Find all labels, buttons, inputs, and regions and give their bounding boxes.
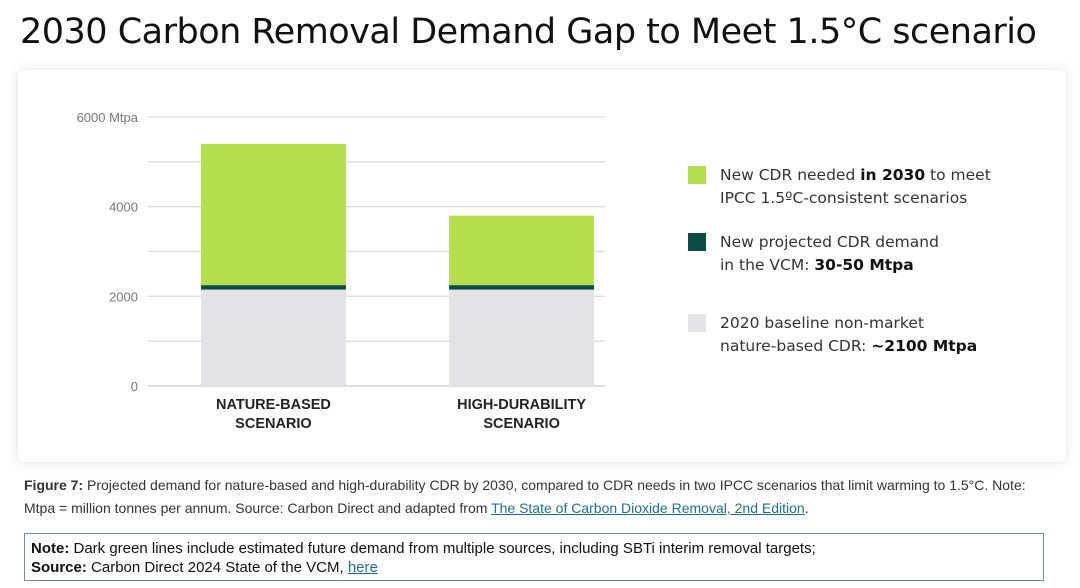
- y-tick-label: 4000: [109, 200, 138, 215]
- y-tick-label: 6000 Mtpa: [77, 110, 139, 125]
- x-tick-label: SCENARIO: [235, 416, 312, 432]
- y-tick-label: 0: [131, 379, 138, 394]
- stacked-bar-chart: 0 2000 4000 6000 Mtpa NATURE-BASED SCENARIO HI…: [77, 110, 605, 432]
- bar-segment-new-cdr-needed: [200, 143, 346, 286]
- bar-segment-vcm-demand: [200, 285, 346, 290]
- caption-source-link[interactable]: The State of Carbon Dioxide Removal, 2nd…: [491, 500, 805, 516]
- legend-item-projected-vcm-demand: New projected CDR demand in the VCM: 30-5…: [688, 231, 1020, 277]
- bar-segment-baseline: [200, 289, 346, 386]
- page-title: 2030 Carbon Removal Demand Gap to Meet 1…: [20, 12, 1037, 52]
- legend-item-new-cdr-needed: New CDR needed in 2030 to meet IPCC 1.5ºC…: [688, 164, 1020, 210]
- figure-caption: Figure 7: Projected demand for nature-ba…: [24, 477, 1026, 516]
- chart-card: 0 2000 4000 6000 Mtpa NATURE-BASED SCENARIO HI…: [18, 70, 1066, 462]
- x-tick-label: HIGH-DURABILITY: [457, 397, 586, 413]
- source-here-link[interactable]: here: [347, 559, 378, 576]
- x-tick-label: SCENARIO: [483, 416, 560, 432]
- legend-swatch-projected-vcm-demand: [688, 233, 706, 251]
- y-tick-label: 2000: [109, 289, 138, 304]
- bar-segment-baseline: [449, 289, 595, 386]
- bar-segment-vcm-demand: [449, 285, 595, 290]
- legend-swatch-baseline-cdr: [688, 314, 706, 332]
- legend-swatch-new-cdr-needed: [688, 166, 706, 184]
- bar-segment-new-cdr-needed: [449, 215, 595, 286]
- x-tick-label: NATURE-BASED: [216, 397, 331, 413]
- note-box: Note: Dark green lines include estimated…: [24, 533, 1044, 581]
- legend-item-baseline-cdr: 2020 baseline non-market nature-based CDR…: [688, 312, 1020, 358]
